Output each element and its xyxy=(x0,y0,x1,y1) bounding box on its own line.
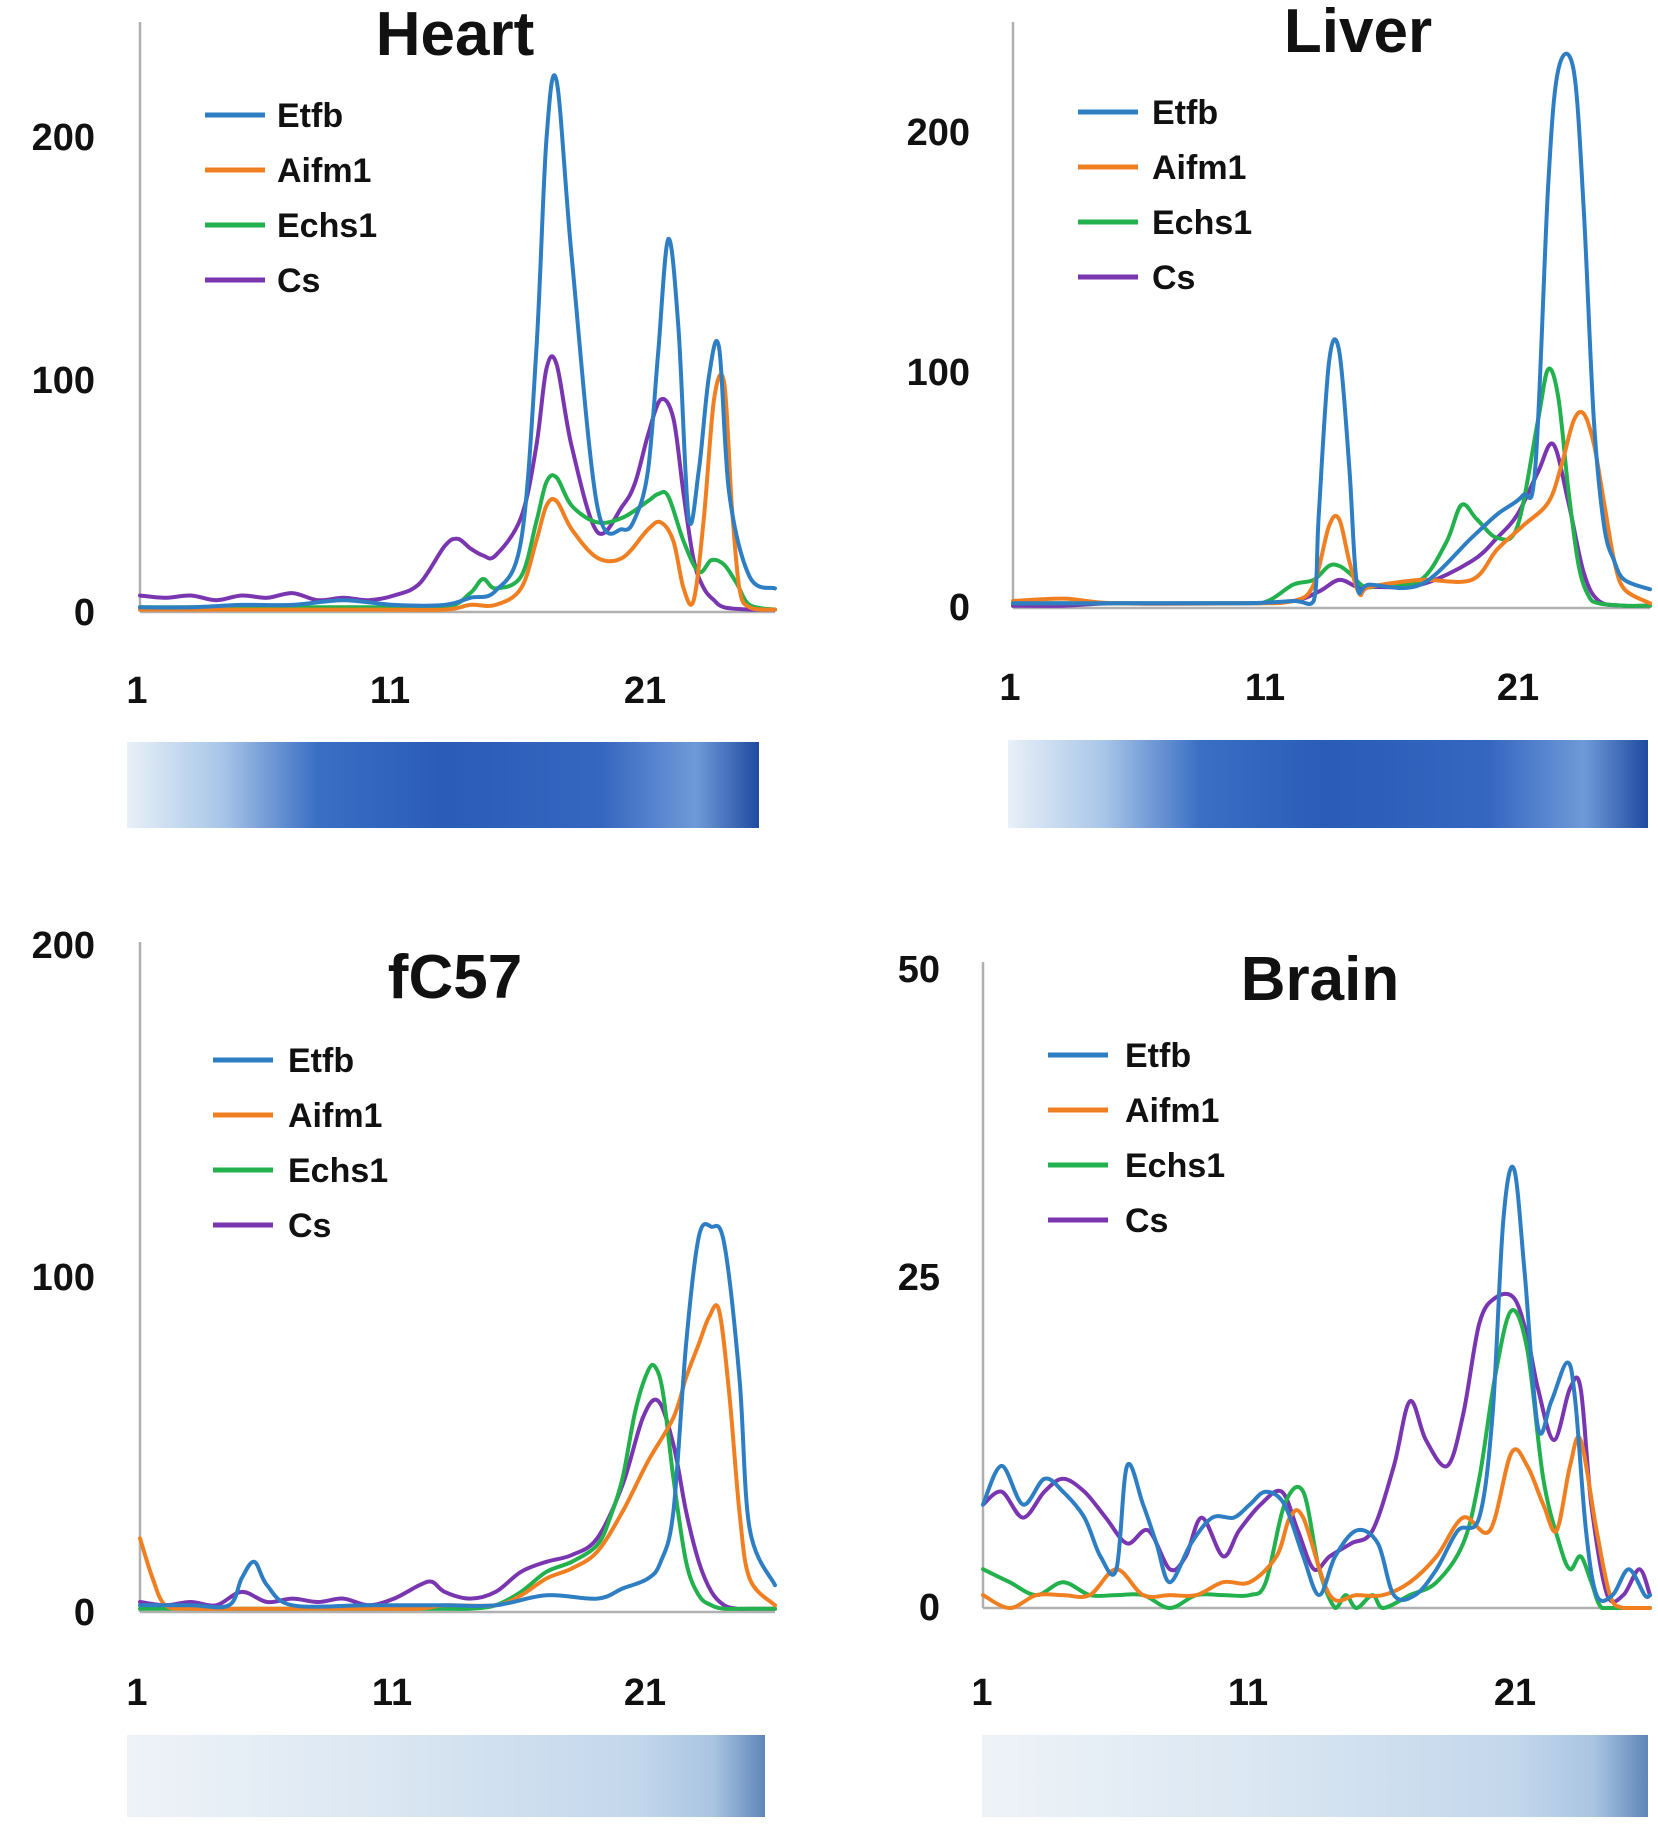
gel-image xyxy=(982,1735,1648,1817)
legend-label-cs: Cs xyxy=(288,1207,331,1245)
series-line-aifm1 xyxy=(138,372,777,612)
panel-liver: Liver 0 100 200 1 11 21 Etfb Aifm1 Echs1… xyxy=(907,0,1652,828)
y-tick-label: 0 xyxy=(919,1587,940,1629)
gel-image xyxy=(127,1735,765,1817)
y-tick-label: 25 xyxy=(898,1257,940,1299)
x-tick-label: 21 xyxy=(624,670,666,712)
x-tick-label: 21 xyxy=(624,1672,666,1714)
legend-label-echs1: Echs1 xyxy=(1152,204,1252,242)
series-line-echs1 xyxy=(138,1362,777,1611)
series-line-cs xyxy=(981,1291,1652,1604)
x-tick-label: 1 xyxy=(999,667,1020,709)
y-tick-label: 100 xyxy=(907,352,970,394)
legend-label-aifm1: Aifm1 xyxy=(1152,149,1246,187)
legend-label-aifm1: Aifm1 xyxy=(1125,1092,1219,1130)
x-tick-label: 1 xyxy=(971,1672,992,1714)
x-tick-label: 11 xyxy=(1228,1672,1268,1714)
series-line-etfb xyxy=(981,1164,1652,1603)
y-tick-label: 100 xyxy=(32,1257,95,1299)
chart-title: Liver xyxy=(1284,0,1432,66)
series-line-etfb xyxy=(138,1222,777,1610)
legend-label-cs: Cs xyxy=(277,262,320,300)
series-line-aifm1 xyxy=(1011,409,1652,606)
panel-heart: Heart 0 100 200 1 11 21 Etfb Aifm1 Echs1… xyxy=(32,0,777,828)
series-line-aifm1 xyxy=(138,1303,777,1611)
legend-label-echs1: Echs1 xyxy=(277,207,377,245)
y-tick-label: 50 xyxy=(898,949,940,991)
chart-title: Heart xyxy=(376,0,535,69)
legend: Etfb Aifm1 Echs1 Cs xyxy=(213,1042,388,1245)
legend-label-echs1: Echs1 xyxy=(288,1152,388,1190)
x-tick-label: 21 xyxy=(1494,1672,1536,1714)
chart-title: fC57 xyxy=(388,943,522,1012)
legend-label-cs: Cs xyxy=(1125,1202,1168,1240)
chart-title: Brain xyxy=(1241,945,1399,1014)
plot-area xyxy=(981,1164,1652,1610)
series-line-etfb xyxy=(138,73,777,610)
x-tick-label: 11 xyxy=(372,1672,412,1714)
gel-image xyxy=(1008,740,1648,828)
legend-label-etfb: Etfb xyxy=(1152,94,1218,132)
legend: Etfb Aifm1 Echs1 Cs xyxy=(1078,94,1252,297)
y-tick-label: 100 xyxy=(32,360,95,402)
plot-area xyxy=(138,73,777,612)
y-tick-label: 200 xyxy=(907,112,970,154)
y-tick-label: 200 xyxy=(32,117,95,159)
legend-label-etfb: Etfb xyxy=(1125,1037,1191,1075)
gel-image xyxy=(127,742,759,828)
series-line-cs xyxy=(138,1397,777,1611)
y-tick-label: 0 xyxy=(949,587,970,629)
x-tick-label: 1 xyxy=(126,1672,147,1714)
series-line-echs1 xyxy=(138,473,777,612)
y-tick-label: 0 xyxy=(74,1592,95,1634)
series-line-aifm1 xyxy=(981,1435,1652,1610)
y-tick-label: 0 xyxy=(74,592,95,634)
series-line-etfb xyxy=(1011,51,1652,606)
legend-label-aifm1: Aifm1 xyxy=(288,1097,382,1135)
x-tick-label: 21 xyxy=(1497,667,1539,709)
series-line-echs1 xyxy=(1011,366,1652,608)
plot-area xyxy=(1011,51,1652,609)
x-tick-label: 11 xyxy=(1245,667,1285,709)
legend: Etfb Aifm1 Echs1 Cs xyxy=(205,97,377,300)
legend-label-echs1: Echs1 xyxy=(1125,1147,1225,1185)
legend: Etfb Aifm1 Echs1 Cs xyxy=(1048,1037,1225,1240)
plot-area xyxy=(138,1222,777,1611)
panel-brain: Brain 0 25 50 1 11 21 Etfb Aifm1 Echs1 C… xyxy=(898,945,1652,1817)
y-tick-label: 200 xyxy=(32,925,95,967)
legend-label-aifm1: Aifm1 xyxy=(277,152,371,190)
legend-label-etfb: Etfb xyxy=(277,97,343,135)
legend-label-etfb: Etfb xyxy=(288,1042,354,1080)
legend-label-cs: Cs xyxy=(1152,259,1195,297)
panel-fc57: fC57 0 100 200 1 11 21 Etfb Aifm1 Echs1 … xyxy=(32,925,777,1817)
x-tick-label: 11 xyxy=(370,670,410,712)
x-tick-label: 1 xyxy=(126,670,147,712)
